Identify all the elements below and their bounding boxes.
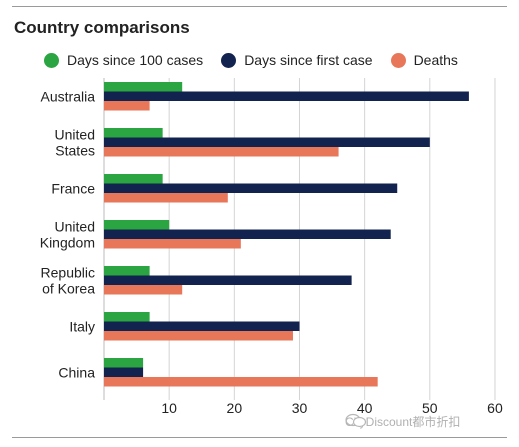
watermark-text: CityDiscount都市折扣 <box>345 415 461 429</box>
bar-2-6 <box>104 377 378 387</box>
bar-2-1 <box>104 147 339 157</box>
legend: Days since 100 cases Days since first ca… <box>44 52 476 68</box>
x-tick-label-0: 10 <box>161 400 177 416</box>
bar-2-5 <box>104 331 293 341</box>
bar-0-5 <box>104 312 150 322</box>
x-tick-label-2: 30 <box>292 400 308 416</box>
bar-1-5 <box>104 321 300 331</box>
bar-2-4 <box>104 285 183 295</box>
category-label-5: Italy <box>69 318 95 334</box>
bar-0-6 <box>104 358 144 368</box>
legend-item-series-1: Days since first case <box>221 52 373 68</box>
bar-1-0 <box>104 91 469 101</box>
category-label-0: Australia <box>41 88 96 104</box>
bar-0-2 <box>104 174 163 184</box>
x-tick-label-3: 40 <box>357 400 373 416</box>
category-label-4: Republic of Korea <box>41 264 96 296</box>
legend-item-series-0: Days since 100 cases <box>44 52 203 68</box>
bar-2-0 <box>104 101 150 111</box>
top-rule <box>12 6 507 7</box>
category-label-1: United States <box>55 126 95 158</box>
bar-1-2 <box>104 183 398 193</box>
legend-swatch-series-2 <box>390 52 406 68</box>
chart-title: Country comparisons <box>14 18 190 37</box>
legend-label-series-0: Days since 100 cases <box>67 52 204 68</box>
category-label-2: France <box>51 180 95 196</box>
bar-1-1 <box>104 137 430 147</box>
legend-label-series-2: Deaths <box>413 52 458 68</box>
category-label-3: United Kingdom <box>40 218 95 250</box>
bar-1-3 <box>104 229 391 239</box>
bottom-rule <box>12 437 507 438</box>
watermark: CityDiscount都市折扣 <box>345 413 460 430</box>
bar-2-2 <box>104 193 228 203</box>
legend-swatch-series-0 <box>44 52 59 68</box>
bar-0-0 <box>104 82 183 92</box>
x-tick-label-4: 50 <box>422 400 438 416</box>
bar-0-1 <box>104 128 163 138</box>
legend-swatch-series-1 <box>221 52 237 68</box>
legend-item-series-2: Deaths <box>390 52 458 68</box>
bar-1-6 <box>104 367 144 377</box>
bar-0-4 <box>104 266 150 276</box>
bar-0-3 <box>104 220 170 230</box>
legend-label-series-1: Days since first case <box>244 52 373 68</box>
bar-1-4 <box>104 275 352 285</box>
bar-2-3 <box>104 239 241 249</box>
x-tick-label-5: 60 <box>487 400 503 416</box>
category-label-6: China <box>58 364 95 380</box>
x-tick-label-1: 20 <box>227 400 243 416</box>
wechat-icon <box>345 413 367 428</box>
